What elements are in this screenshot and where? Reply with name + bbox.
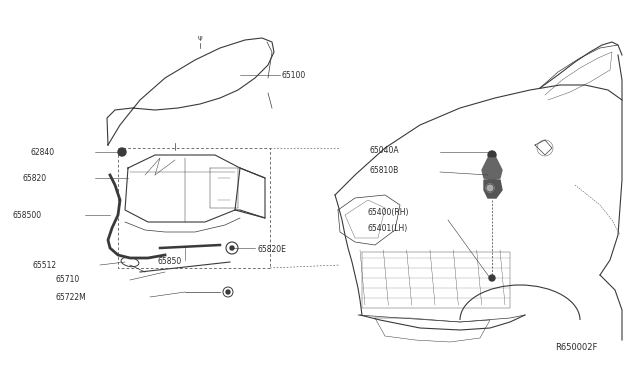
Text: 65710: 65710 [55,276,79,285]
Text: ψ: ψ [198,35,202,41]
Text: 65100: 65100 [282,71,307,80]
Text: 65400(RH): 65400(RH) [368,208,410,217]
Circle shape [486,184,494,192]
Polygon shape [484,180,502,198]
Circle shape [230,246,234,250]
Text: 65820E: 65820E [258,246,287,254]
Text: 62840: 62840 [30,148,54,157]
Text: 65820: 65820 [22,173,46,183]
Circle shape [118,148,126,156]
Circle shape [488,151,496,159]
Polygon shape [482,158,502,180]
Text: 65850: 65850 [158,257,182,266]
Circle shape [226,290,230,294]
Text: 65401(LH): 65401(LH) [368,224,408,232]
Text: 65810B: 65810B [370,166,399,174]
Text: 658500: 658500 [12,211,41,219]
Text: 65722M: 65722M [55,292,86,301]
Circle shape [489,275,495,281]
Text: 65512: 65512 [32,260,56,269]
Text: 65040A: 65040A [370,145,399,154]
Text: R650002F: R650002F [555,343,597,353]
